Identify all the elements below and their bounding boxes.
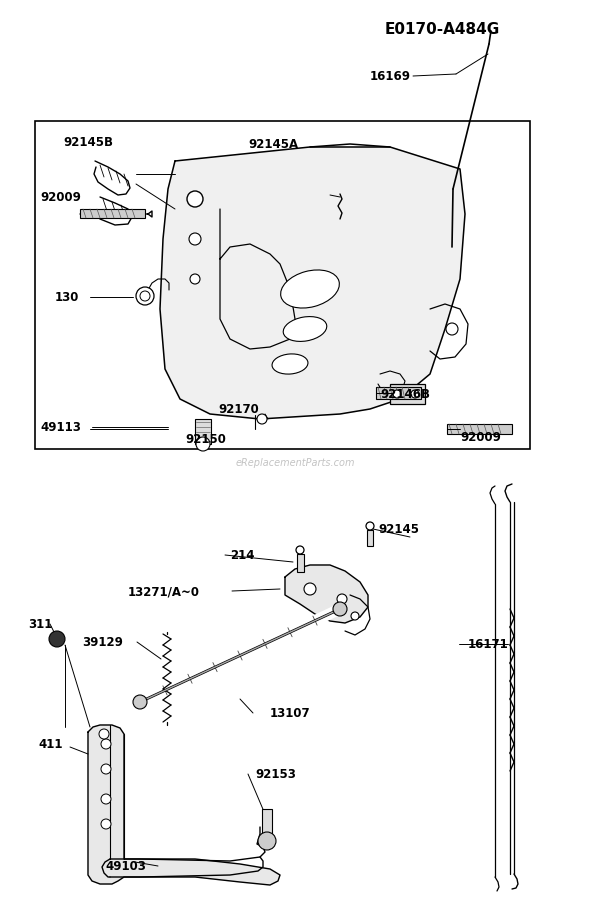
Bar (35, 122, 530, 449)
Text: 214: 214 (230, 549, 254, 562)
Circle shape (101, 819, 111, 829)
Circle shape (101, 739, 111, 749)
Circle shape (101, 764, 111, 774)
Circle shape (351, 612, 359, 620)
Circle shape (296, 547, 304, 555)
Bar (297, 555, 304, 572)
Bar (390, 384, 425, 404)
Bar (447, 425, 512, 435)
Text: 92145B: 92145B (63, 136, 113, 148)
Circle shape (304, 583, 316, 596)
Text: 130: 130 (55, 292, 80, 304)
Ellipse shape (281, 271, 339, 309)
Circle shape (49, 631, 65, 648)
Text: 92145: 92145 (378, 523, 419, 536)
Text: 13107: 13107 (270, 707, 310, 720)
Text: 92153: 92153 (255, 768, 296, 781)
Text: E0170-A484G: E0170-A484G (385, 22, 500, 37)
Bar (376, 387, 421, 400)
Text: 92170: 92170 (218, 403, 259, 416)
Circle shape (187, 192, 203, 208)
Circle shape (133, 695, 147, 710)
Text: 16169: 16169 (370, 70, 411, 84)
Text: 16171: 16171 (468, 638, 509, 650)
Circle shape (196, 437, 210, 452)
Ellipse shape (283, 317, 327, 342)
Text: 92009: 92009 (460, 431, 501, 444)
Circle shape (140, 292, 150, 302)
Circle shape (189, 234, 201, 246)
Text: 92145A: 92145A (248, 138, 298, 150)
Circle shape (99, 729, 109, 739)
Circle shape (446, 323, 458, 335)
Bar (262, 809, 272, 839)
Circle shape (333, 602, 347, 617)
Bar (80, 210, 145, 219)
Text: 39129: 39129 (82, 636, 123, 649)
Text: 49103: 49103 (105, 860, 146, 873)
Polygon shape (160, 148, 465, 420)
Text: 411: 411 (38, 738, 63, 751)
Text: 311: 311 (28, 618, 53, 630)
Circle shape (393, 391, 401, 398)
Text: 13271/A~0: 13271/A~0 (128, 585, 200, 598)
Circle shape (366, 522, 374, 530)
Circle shape (190, 275, 200, 284)
Bar (195, 420, 211, 445)
Text: 92146B: 92146B (380, 388, 430, 401)
Polygon shape (285, 566, 368, 623)
Text: 49113: 49113 (40, 421, 81, 434)
Circle shape (258, 832, 276, 850)
Text: eReplacementParts.com: eReplacementParts.com (235, 457, 355, 467)
Circle shape (337, 594, 347, 604)
Polygon shape (88, 725, 280, 885)
Ellipse shape (272, 354, 308, 374)
Text: 92150: 92150 (185, 433, 226, 446)
Bar (367, 530, 373, 547)
Circle shape (101, 794, 111, 804)
Text: 92009: 92009 (40, 191, 81, 204)
Circle shape (257, 415, 267, 425)
Circle shape (411, 391, 419, 398)
Circle shape (136, 288, 154, 306)
